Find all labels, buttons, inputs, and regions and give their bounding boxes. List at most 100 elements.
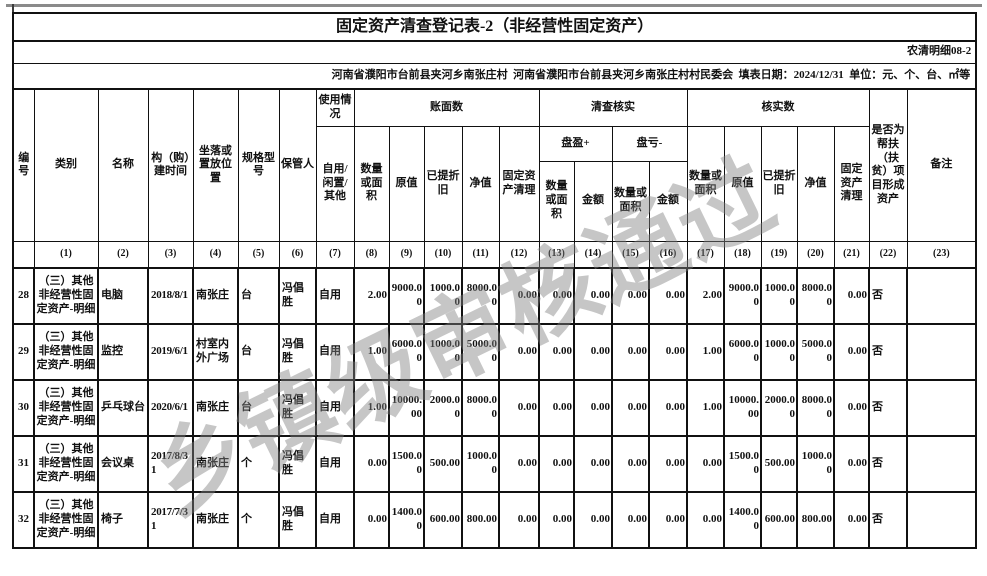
verified-liquidation: 0.00 — [833, 491, 870, 549]
org-date-unit-line: 河南省濮阳市台前县夹河乡南张庄村 河南省濮阳市台前县夹河乡南张庄村村民委会 填表… — [12, 62, 977, 90]
header-deficit-qty: 数量或面积 — [611, 160, 650, 242]
page-top-edge-tick — [12, 4, 14, 13]
surplus-qty: 0.00 — [538, 323, 575, 381]
surplus-amount: 0.00 — [573, 267, 613, 325]
colnum-2: (2) — [97, 240, 149, 269]
surplus-amount: 0.00 — [573, 379, 613, 437]
surplus-qty: 0.00 — [538, 435, 575, 493]
spec-model: 个 — [237, 435, 280, 493]
deficit-amount: 0.00 — [648, 379, 688, 437]
surplus-qty: 0.00 — [538, 491, 575, 549]
header-book-qty: 数量或面积 — [353, 125, 390, 242]
book-liquidation: 0.00 — [498, 323, 540, 381]
colnum-1: (1) — [33, 240, 99, 269]
title-row: 固定资产清查登记表-2（非经营性固定资产） — [12, 12, 977, 42]
verified-net-value: 1000.00 — [796, 435, 835, 493]
location: 南张庄 — [192, 491, 239, 549]
header-usage-options: 自用/闲置/其他 — [315, 125, 355, 242]
page-top-edge — [6, 4, 982, 7]
colnum-21: (21) — [833, 240, 870, 269]
header-usage: 使用情况 — [315, 88, 355, 127]
book-liquidation: 0.00 — [498, 267, 540, 325]
colnum-17: (17) — [686, 240, 725, 269]
header-verified-group: 核实数 — [686, 88, 870, 127]
verified-net-value: 8000.00 — [796, 267, 835, 325]
header-no: 编号 — [12, 88, 35, 242]
category: （三）其他非经营性固定资产-明细 — [33, 491, 99, 549]
header-spec-model: 规格型号 — [237, 88, 280, 242]
page-title: 固定资产清查登记表-2（非经营性固定资产） — [12, 12, 977, 42]
asset-row-28: 28 （三）其他非经营性固定资产-明细 电脑 2018/8/1 南张庄台冯倡胜 自用 2.0… — [12, 267, 978, 325]
header-book-group: 账面数 — [353, 88, 540, 127]
verified-qty: 1.00 — [686, 379, 725, 437]
form-code-row: 农清明细08-2 — [12, 40, 977, 64]
book-liquidation: 0.00 — [498, 435, 540, 493]
usage: 自用 — [315, 267, 355, 325]
deficit-qty: 0.00 — [611, 323, 650, 381]
book-depreciation: 500.00 — [423, 435, 463, 493]
verified-depreciation: 500.00 — [760, 435, 798, 493]
book-original-value: 1400.00 — [388, 491, 425, 549]
colnum-9: (9) — [388, 240, 425, 269]
location: 南张庄 — [192, 435, 239, 493]
book-liquidation: 0.00 — [498, 491, 540, 549]
book-depreciation: 1000.00 — [423, 323, 463, 381]
book-net-value: 5000.00 — [461, 323, 500, 381]
row-no: 31 — [12, 435, 35, 493]
category: （三）其他非经营性固定资产-明细 — [33, 379, 99, 437]
asset-name: 电脑 — [97, 267, 149, 325]
header-row-1: 编号 类别 名称 构（购）建时间 坐落或置放位置 规格型号 保管人 使用情况 账… — [12, 88, 977, 242]
row-no: 28 — [12, 267, 35, 325]
keeper: 冯倡胜 — [278, 323, 317, 381]
usage: 自用 — [315, 491, 355, 549]
colnum-11: (11) — [461, 240, 500, 269]
header-poverty-project: 是否为帮扶（扶贫）项目形成资产 — [868, 88, 908, 242]
keeper: 冯倡胜 — [278, 267, 317, 325]
poverty-flag: 否 — [868, 267, 908, 325]
header-surplus: 盘盈+ — [538, 125, 613, 162]
verified-qty: 0.00 — [686, 491, 725, 549]
surplus-amount: 0.00 — [573, 491, 613, 549]
book-net-value: 8000.00 — [461, 267, 500, 325]
asset-row-30: 30 （三）其他非经营性固定资产-明细 乒乓球台 2020/6/1 南张庄台冯倡胜 自用 1… — [12, 379, 978, 437]
build-time: 2017/7/31 — [147, 491, 194, 549]
verified-net-value: 8000.00 — [796, 379, 835, 437]
spec-model: 台 — [237, 323, 280, 381]
deficit-qty: 0.00 — [611, 491, 650, 549]
keeper: 冯倡胜 — [278, 379, 317, 437]
book-qty: 1.00 — [353, 379, 390, 437]
info-row: 河南省濮阳市台前县夹河乡南张庄村 河南省濮阳市台前县夹河乡南张庄村村民委会 填表… — [12, 62, 977, 90]
asset-name: 椅子 — [97, 491, 149, 549]
header-book-net-value: 净值 — [461, 125, 500, 242]
poverty-flag: 否 — [868, 491, 908, 549]
verified-original-value: 9000.00 — [723, 267, 762, 325]
surplus-amount: 0.00 — [573, 323, 613, 381]
colnum-3: (3) — [147, 240, 194, 269]
header-location: 坐落或置放位置 — [192, 88, 239, 242]
book-depreciation: 2000.00 — [423, 379, 463, 437]
colnum-23: (23) — [906, 240, 977, 269]
colnum-4: (4) — [192, 240, 239, 269]
header-deficit-amount: 金额 — [648, 160, 688, 242]
build-time: 2018/8/1 — [147, 267, 194, 325]
deficit-qty: 0.00 — [611, 267, 650, 325]
book-depreciation: 600.00 — [423, 491, 463, 549]
verified-net-value: 5000.00 — [796, 323, 835, 381]
poverty-flag: 否 — [868, 435, 908, 493]
verified-net-value: 800.00 — [796, 491, 835, 549]
colnum-18: (18) — [723, 240, 762, 269]
header-verified-net-value: 净值 — [796, 125, 835, 242]
spec-model: 台 — [237, 267, 280, 325]
book-original-value: 6000.00 — [388, 323, 425, 381]
book-net-value: 800.00 — [461, 491, 500, 549]
book-depreciation: 1000.00 — [423, 267, 463, 325]
book-original-value: 9000.00 — [388, 267, 425, 325]
asset-row-32: 32 （三）其他非经营性固定资产-明细 椅子 2017/7/31 南张庄个冯倡胜 自用 0.… — [12, 491, 978, 549]
header-name: 名称 — [97, 88, 149, 242]
verified-original-value: 6000.00 — [723, 323, 762, 381]
header-surplus-amount: 金额 — [573, 160, 613, 242]
header-keeper: 保管人 — [278, 88, 317, 242]
asset-name: 监控 — [97, 323, 149, 381]
remark — [905, 267, 978, 325]
colnum-14: (14) — [573, 240, 613, 269]
